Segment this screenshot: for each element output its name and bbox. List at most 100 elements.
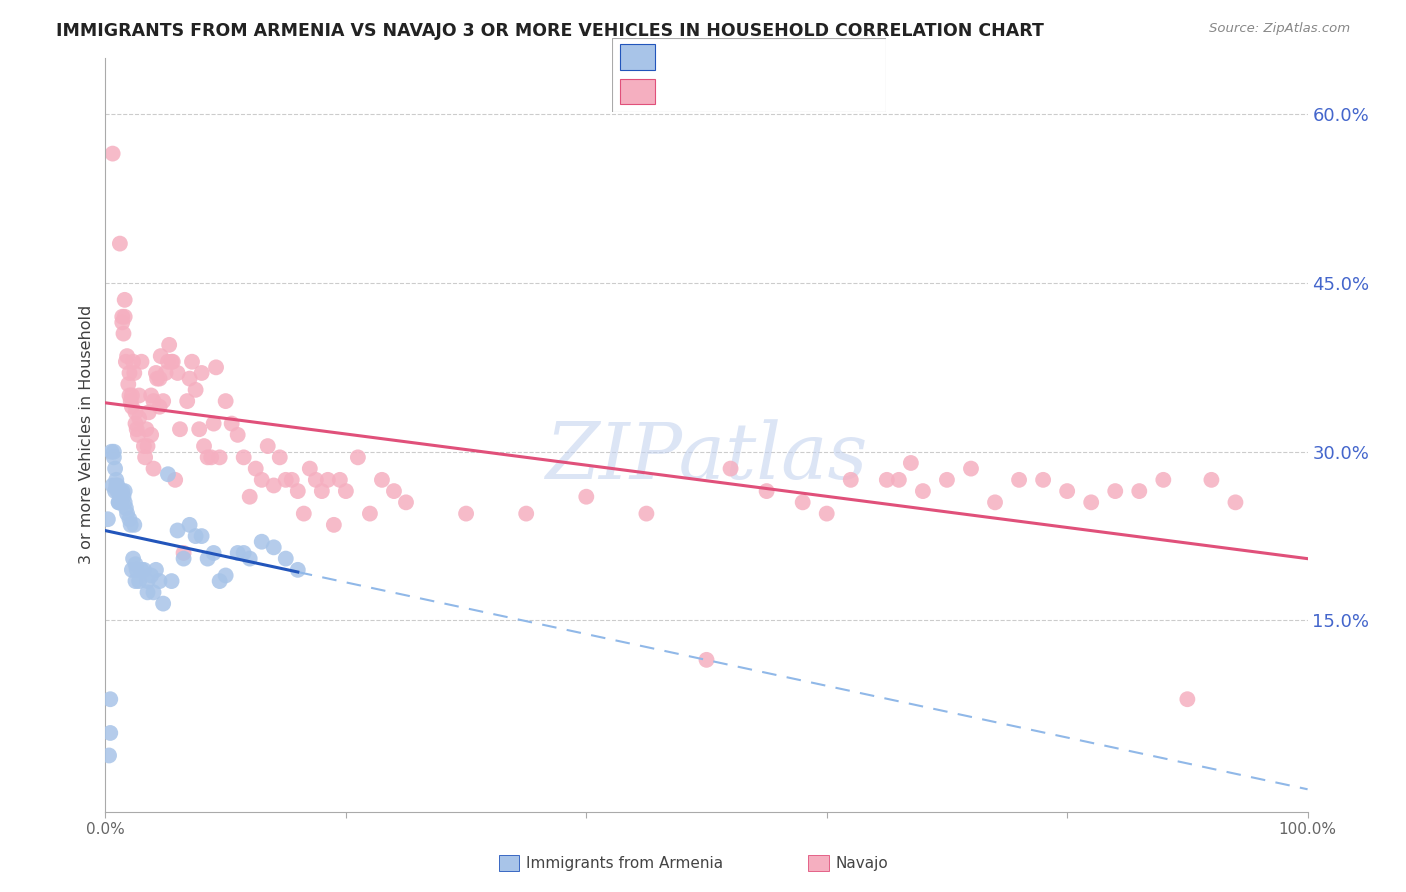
Point	[205, 360, 228, 375]
Point	[115, 355, 138, 369]
Point	[101, 146, 124, 161]
Point	[104, 461, 127, 475]
Point	[245, 461, 267, 475]
Point	[1104, 484, 1126, 499]
Point	[134, 450, 156, 465]
Point	[815, 507, 838, 521]
Point	[145, 563, 167, 577]
Point	[127, 428, 149, 442]
Point	[97, 512, 120, 526]
Point	[169, 422, 191, 436]
Point	[454, 507, 477, 521]
Point	[118, 512, 141, 526]
Point	[107, 484, 129, 499]
Point	[139, 568, 162, 582]
Point	[269, 450, 291, 465]
Point	[111, 315, 134, 329]
Point	[281, 473, 304, 487]
Point	[157, 338, 180, 352]
Point	[98, 692, 121, 706]
Point	[121, 563, 143, 577]
Point	[197, 551, 219, 566]
Point	[142, 585, 165, 599]
Point	[755, 484, 778, 499]
Point	[107, 495, 129, 509]
Point	[128, 388, 150, 402]
Point	[1175, 692, 1198, 706]
Point	[155, 366, 177, 380]
FancyBboxPatch shape	[620, 78, 655, 104]
Point	[104, 484, 127, 499]
Point	[184, 383, 207, 397]
Point	[148, 574, 170, 588]
Point	[146, 371, 169, 385]
Text: N =  62: N = 62	[799, 50, 855, 64]
Point	[214, 568, 236, 582]
Text: R =  -0.171: R = -0.171	[666, 50, 754, 64]
Point	[226, 428, 249, 442]
Point	[125, 422, 148, 436]
Point	[274, 473, 297, 487]
Point	[139, 428, 162, 442]
Point	[160, 574, 183, 588]
Point	[112, 326, 135, 341]
Point	[298, 461, 321, 475]
Point	[136, 439, 159, 453]
Point	[960, 461, 983, 475]
Point	[1201, 473, 1223, 487]
Point	[792, 495, 814, 509]
Point	[1008, 473, 1031, 487]
Point	[132, 439, 155, 453]
Point	[105, 473, 128, 487]
Text: Immigrants from Armenia: Immigrants from Armenia	[526, 856, 724, 871]
Point	[135, 422, 157, 436]
Point	[936, 473, 959, 487]
Point	[124, 366, 146, 380]
Point	[359, 507, 381, 521]
Point	[136, 574, 159, 588]
Y-axis label: 3 or more Vehicles in Household: 3 or more Vehicles in Household	[79, 305, 94, 565]
Point	[250, 473, 273, 487]
Point	[239, 490, 262, 504]
Point	[112, 490, 135, 504]
Point	[1080, 495, 1102, 509]
Point	[111, 484, 134, 499]
Point	[287, 563, 309, 577]
Point	[239, 551, 262, 566]
Point	[115, 507, 138, 521]
Point	[335, 484, 357, 499]
Point	[165, 473, 187, 487]
Text: Navajo: Navajo	[835, 856, 889, 871]
Point	[120, 517, 142, 532]
Point	[876, 473, 898, 487]
Point	[124, 517, 146, 532]
Point	[124, 405, 146, 419]
Point	[114, 484, 136, 499]
Point	[117, 377, 139, 392]
Point	[395, 495, 418, 509]
Point	[105, 478, 128, 492]
Point	[274, 551, 297, 566]
Point	[316, 473, 339, 487]
Point	[128, 574, 150, 588]
Point	[115, 349, 138, 363]
Point	[250, 534, 273, 549]
Point	[305, 473, 328, 487]
Point	[121, 400, 143, 414]
Point	[114, 310, 136, 324]
Point	[110, 490, 132, 504]
Point	[124, 417, 146, 431]
Point	[720, 461, 742, 475]
Point	[98, 726, 121, 740]
FancyBboxPatch shape	[612, 38, 886, 112]
Point	[208, 574, 231, 588]
Point	[173, 546, 195, 560]
Point	[197, 450, 219, 465]
Point	[120, 394, 142, 409]
Point	[101, 478, 124, 492]
Point	[122, 355, 145, 369]
Point	[1225, 495, 1247, 509]
Point	[173, 551, 195, 566]
Point	[911, 484, 934, 499]
Point	[190, 366, 212, 380]
